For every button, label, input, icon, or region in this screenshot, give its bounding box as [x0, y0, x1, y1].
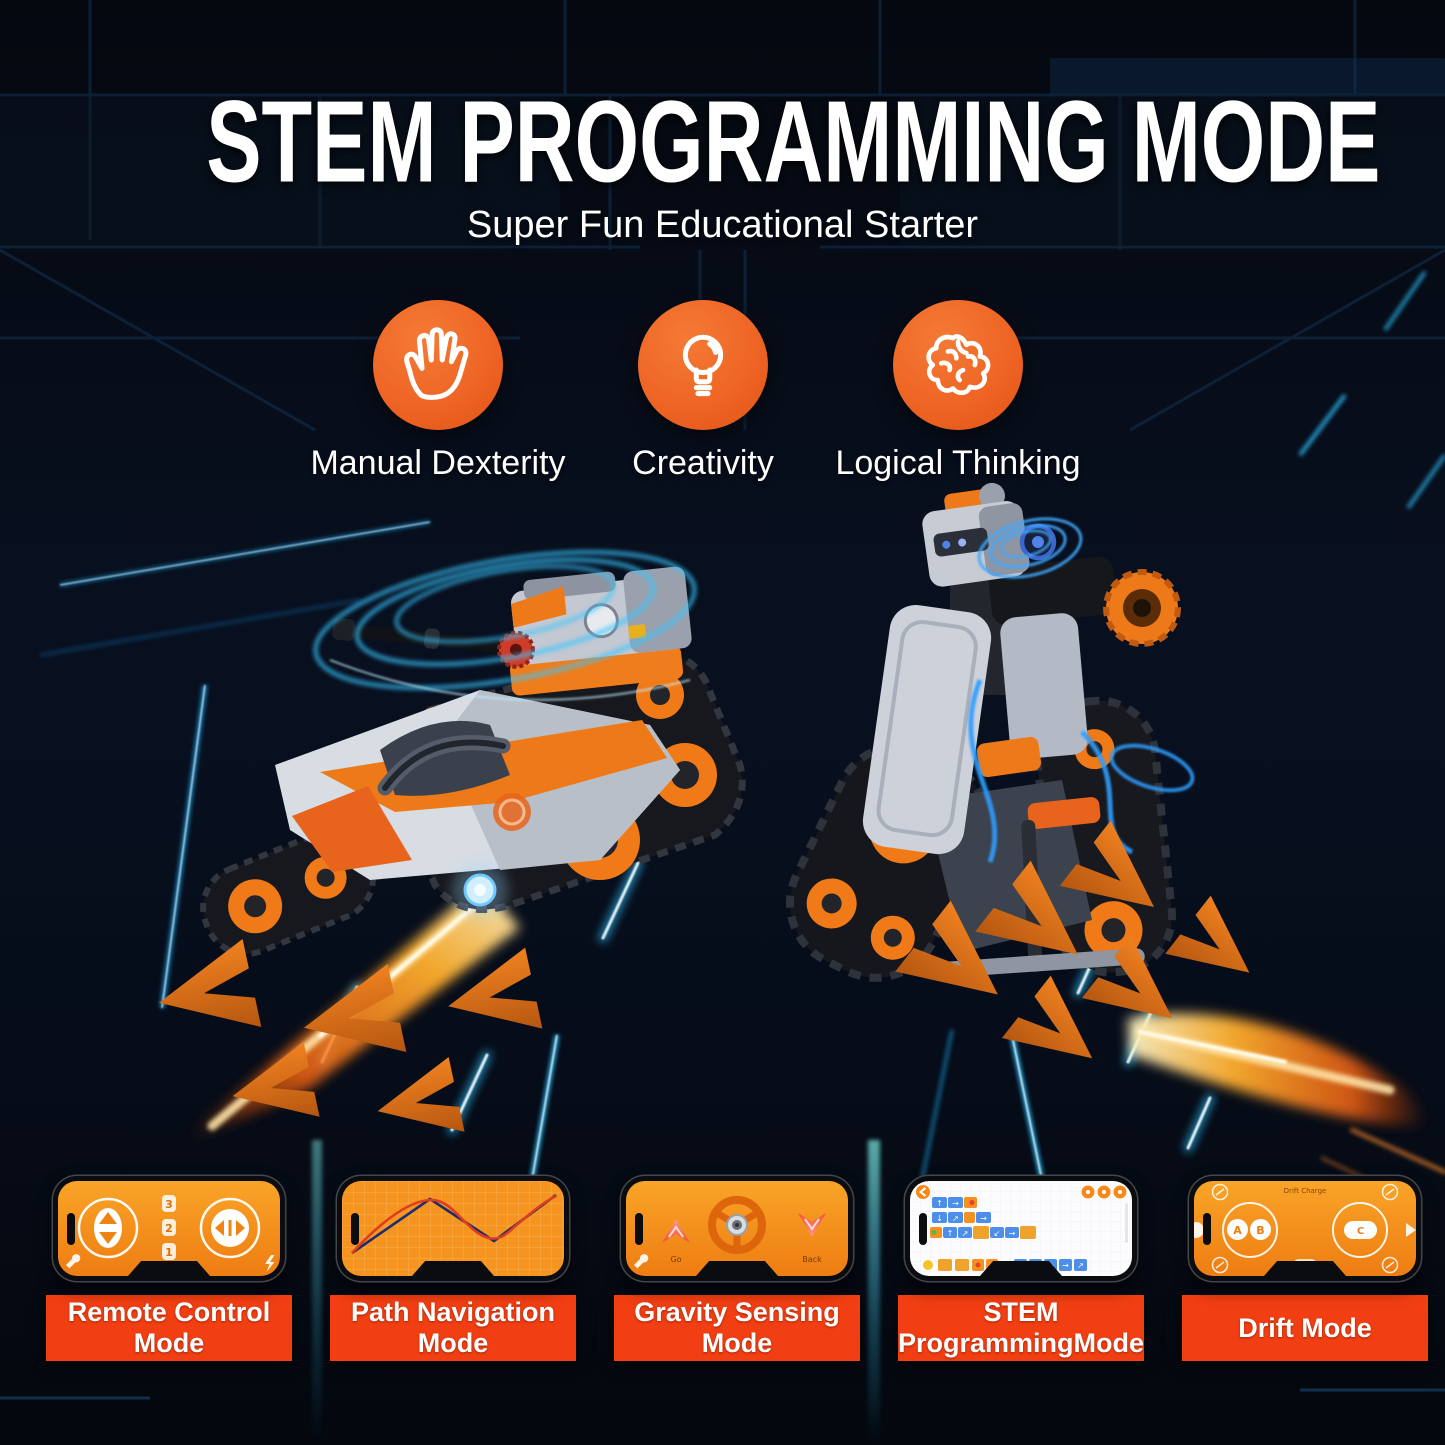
corner-icons [1211, 1183, 1399, 1274]
lightbulb-icon [638, 300, 768, 430]
mode-gravity-sensing: Go Back Gravity Sensing Mode [614, 1176, 860, 1361]
page-title: STEM PROGRAMMING MODE [206, 76, 1381, 207]
gear-selector: 3 2 1 [162, 1195, 176, 1260]
go-arrow-icon [662, 1219, 690, 1243]
feature-label: Manual Dexterity [310, 444, 566, 482]
svg-text:C: C [1357, 1226, 1364, 1237]
svg-text:→: → [1062, 1261, 1069, 1270]
button-ab-cluster: A B [1222, 1202, 1278, 1258]
back-arrow-icon [798, 1213, 826, 1237]
robot-blaster [1103, 569, 1181, 647]
svg-text:↗: ↗ [952, 1214, 959, 1223]
code-blocks: ↑ → ↓ ↗ → ↑ ↗ ↙ → [930, 1197, 1036, 1239]
mode-drift: Drift Charge A B C [1182, 1176, 1428, 1361]
phone-camera-pill [351, 1212, 359, 1245]
neon-diagonal-lines [39, 60, 1445, 1009]
svg-text:B: B [1256, 1224, 1264, 1237]
robot-head [922, 482, 1030, 587]
scrollbar [1125, 1203, 1128, 1243]
svg-text:↗: ↗ [962, 1229, 969, 1238]
phone-notch [128, 1261, 210, 1276]
svg-text:↙: ↙ [994, 1229, 1001, 1238]
phone-notch [412, 1261, 494, 1276]
page-subtitle: Super Fun Educational Starter [466, 204, 979, 246]
phone-gravity-sensing-mockup: Go Back [621, 1176, 853, 1281]
product-illustrations [149, 482, 1445, 1180]
grid-background [342, 1181, 564, 1276]
svg-text:→: → [952, 1199, 959, 1208]
phone-camera-pill [919, 1212, 927, 1245]
toolbar-buttons [1081, 1185, 1127, 1199]
wrench-icon [634, 1254, 649, 1269]
path-route-icon [351, 1193, 557, 1255]
phone-camera-pill [635, 1212, 643, 1245]
phone-remote-control-mockup: 3 2 1 [53, 1176, 285, 1281]
drift-charge-label: Drift Charge [1284, 1187, 1327, 1195]
svg-text:→: → [1009, 1229, 1016, 1238]
brain-icon [893, 300, 1023, 430]
hand-icon [373, 300, 503, 430]
svg-text:Back: Back [802, 1255, 822, 1264]
phone-notch [1264, 1261, 1346, 1276]
mode-label-gravity-sensing: Gravity Sensing Mode [614, 1295, 860, 1361]
mode-stem-programming: ↑ → ↓ ↗ → ↑ ↗ ↙ → [898, 1176, 1144, 1361]
svg-text:↗: ↗ [1077, 1261, 1084, 1270]
mode-label-drift: Drift Mode [1182, 1295, 1428, 1361]
left-edge-pill [1194, 1222, 1204, 1238]
mode-path-navigation: Path Navigation Mode [330, 1176, 576, 1361]
svg-text:↑: ↑ [936, 1199, 943, 1208]
robot-flame-effect [1128, 1013, 1445, 1180]
feature-creativity: Creativity [543, 300, 863, 483]
feature-logical-thinking: Logical Thinking [798, 300, 1118, 483]
wrench-icon [66, 1254, 81, 1269]
svg-text:Go: Go [670, 1255, 681, 1264]
phone-notch [696, 1261, 778, 1276]
phone-camera-pill [1203, 1212, 1211, 1245]
phone-stem-programming-mockup: ↑ → ↓ ↗ → ↑ ↗ ↙ → [905, 1176, 1137, 1281]
svg-text:3: 3 [165, 1198, 173, 1211]
tank-headlight [452, 862, 508, 918]
phone-camera-pill [67, 1212, 75, 1245]
svg-text:→: → [980, 1214, 987, 1223]
mode-label-remote-control: Remote Control Mode [46, 1295, 292, 1361]
mode-remote-control: 3 2 1 Remo [46, 1176, 292, 1361]
feature-manual-dexterity: Manual Dexterity [278, 300, 598, 483]
back-button-icon [916, 1185, 930, 1199]
button-c-cluster: C [1332, 1202, 1388, 1258]
feature-label: Logical Thinking [835, 444, 1081, 482]
svg-text:↓: ↓ [936, 1214, 943, 1223]
phone-drift-mockup: Drift Charge A B C [1189, 1176, 1421, 1281]
floor-beams [312, 1140, 880, 1445]
mode-label-path-navigation: Path Navigation Mode [330, 1295, 576, 1361]
mode-label-stem-programming: STEM ProgrammingMode [898, 1295, 1144, 1361]
phone-notch [980, 1261, 1062, 1276]
joystick-vertical-icon [77, 1197, 139, 1259]
tank-glow-rings [313, 550, 697, 701]
robot-camera-eye [977, 517, 1083, 579]
robot-illustration [786, 482, 1195, 982]
phone-path-navigation-mockup [337, 1176, 569, 1281]
svg-text:A: A [1233, 1224, 1242, 1237]
lightning-icon [265, 1255, 275, 1272]
tank-illustration [200, 566, 746, 957]
svg-text:↑: ↑ [947, 1229, 954, 1238]
steering-wheel-icon [708, 1196, 766, 1254]
svg-text:2: 2 [165, 1222, 173, 1235]
svg-text:1: 1 [165, 1246, 173, 1259]
joystick-horizontal-icon [199, 1197, 261, 1259]
feature-label: Creativity [632, 444, 774, 482]
right-edge-arrow-icon [1406, 1223, 1416, 1237]
